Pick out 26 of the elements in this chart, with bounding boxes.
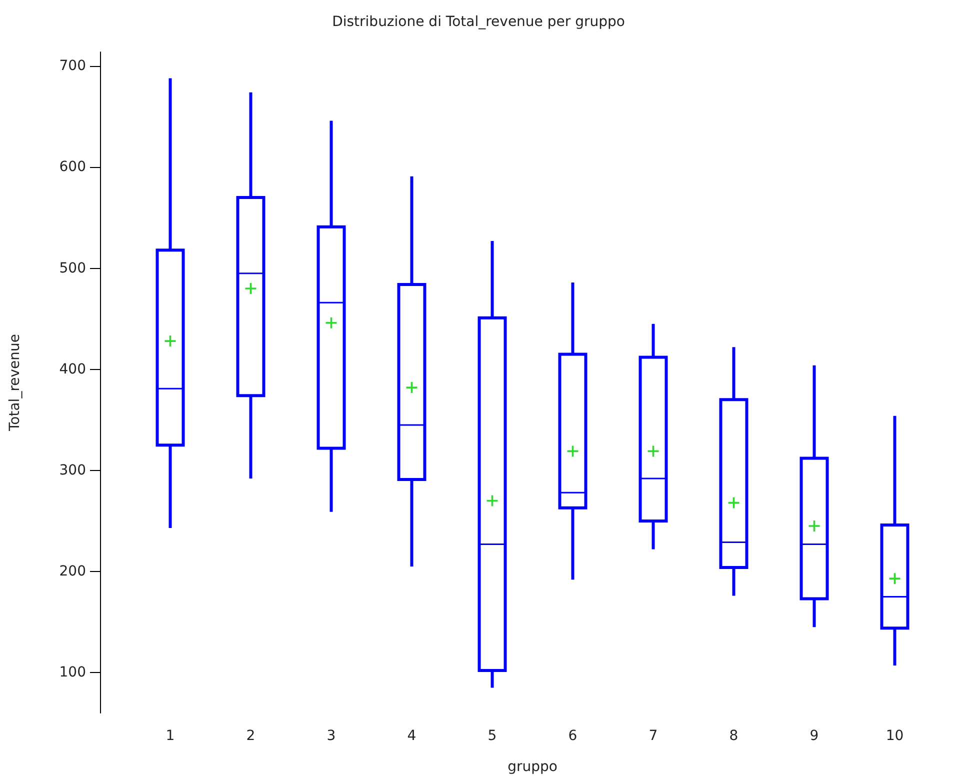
point (164, 336, 176, 347)
x-tick-label: 5 (488, 728, 497, 744)
y-tick-label: 400 (59, 361, 86, 378)
x-tick-label: 10 (886, 728, 904, 744)
y-tick-label: 600 (59, 159, 86, 176)
x-tick-label: 6 (568, 728, 578, 744)
x-tick-label: 3 (326, 728, 336, 744)
y-tick-label: 700 (59, 58, 86, 74)
y-tick-label: 500 (59, 260, 86, 276)
chart-title: Distribuzione di Total_revenue per gruppo (332, 14, 625, 30)
x-tick-label: 4 (407, 728, 416, 744)
y-tick-label: 200 (59, 564, 86, 580)
x-axis-title: gruppo (508, 759, 558, 775)
point (889, 573, 900, 584)
y-axis-title: Total_revenue (7, 334, 23, 432)
x-tick-label: 9 (810, 728, 819, 744)
y-tick-label: 300 (59, 462, 86, 478)
point (326, 317, 337, 328)
point (808, 520, 820, 532)
x-tick-label: 7 (648, 728, 658, 744)
x-tick-label: 2 (246, 728, 256, 744)
point (406, 382, 418, 394)
x-tick-label: 8 (729, 728, 738, 744)
y-tick-label: 100 (59, 664, 86, 681)
x-tick-label: 1 (166, 728, 175, 744)
point (245, 283, 256, 294)
